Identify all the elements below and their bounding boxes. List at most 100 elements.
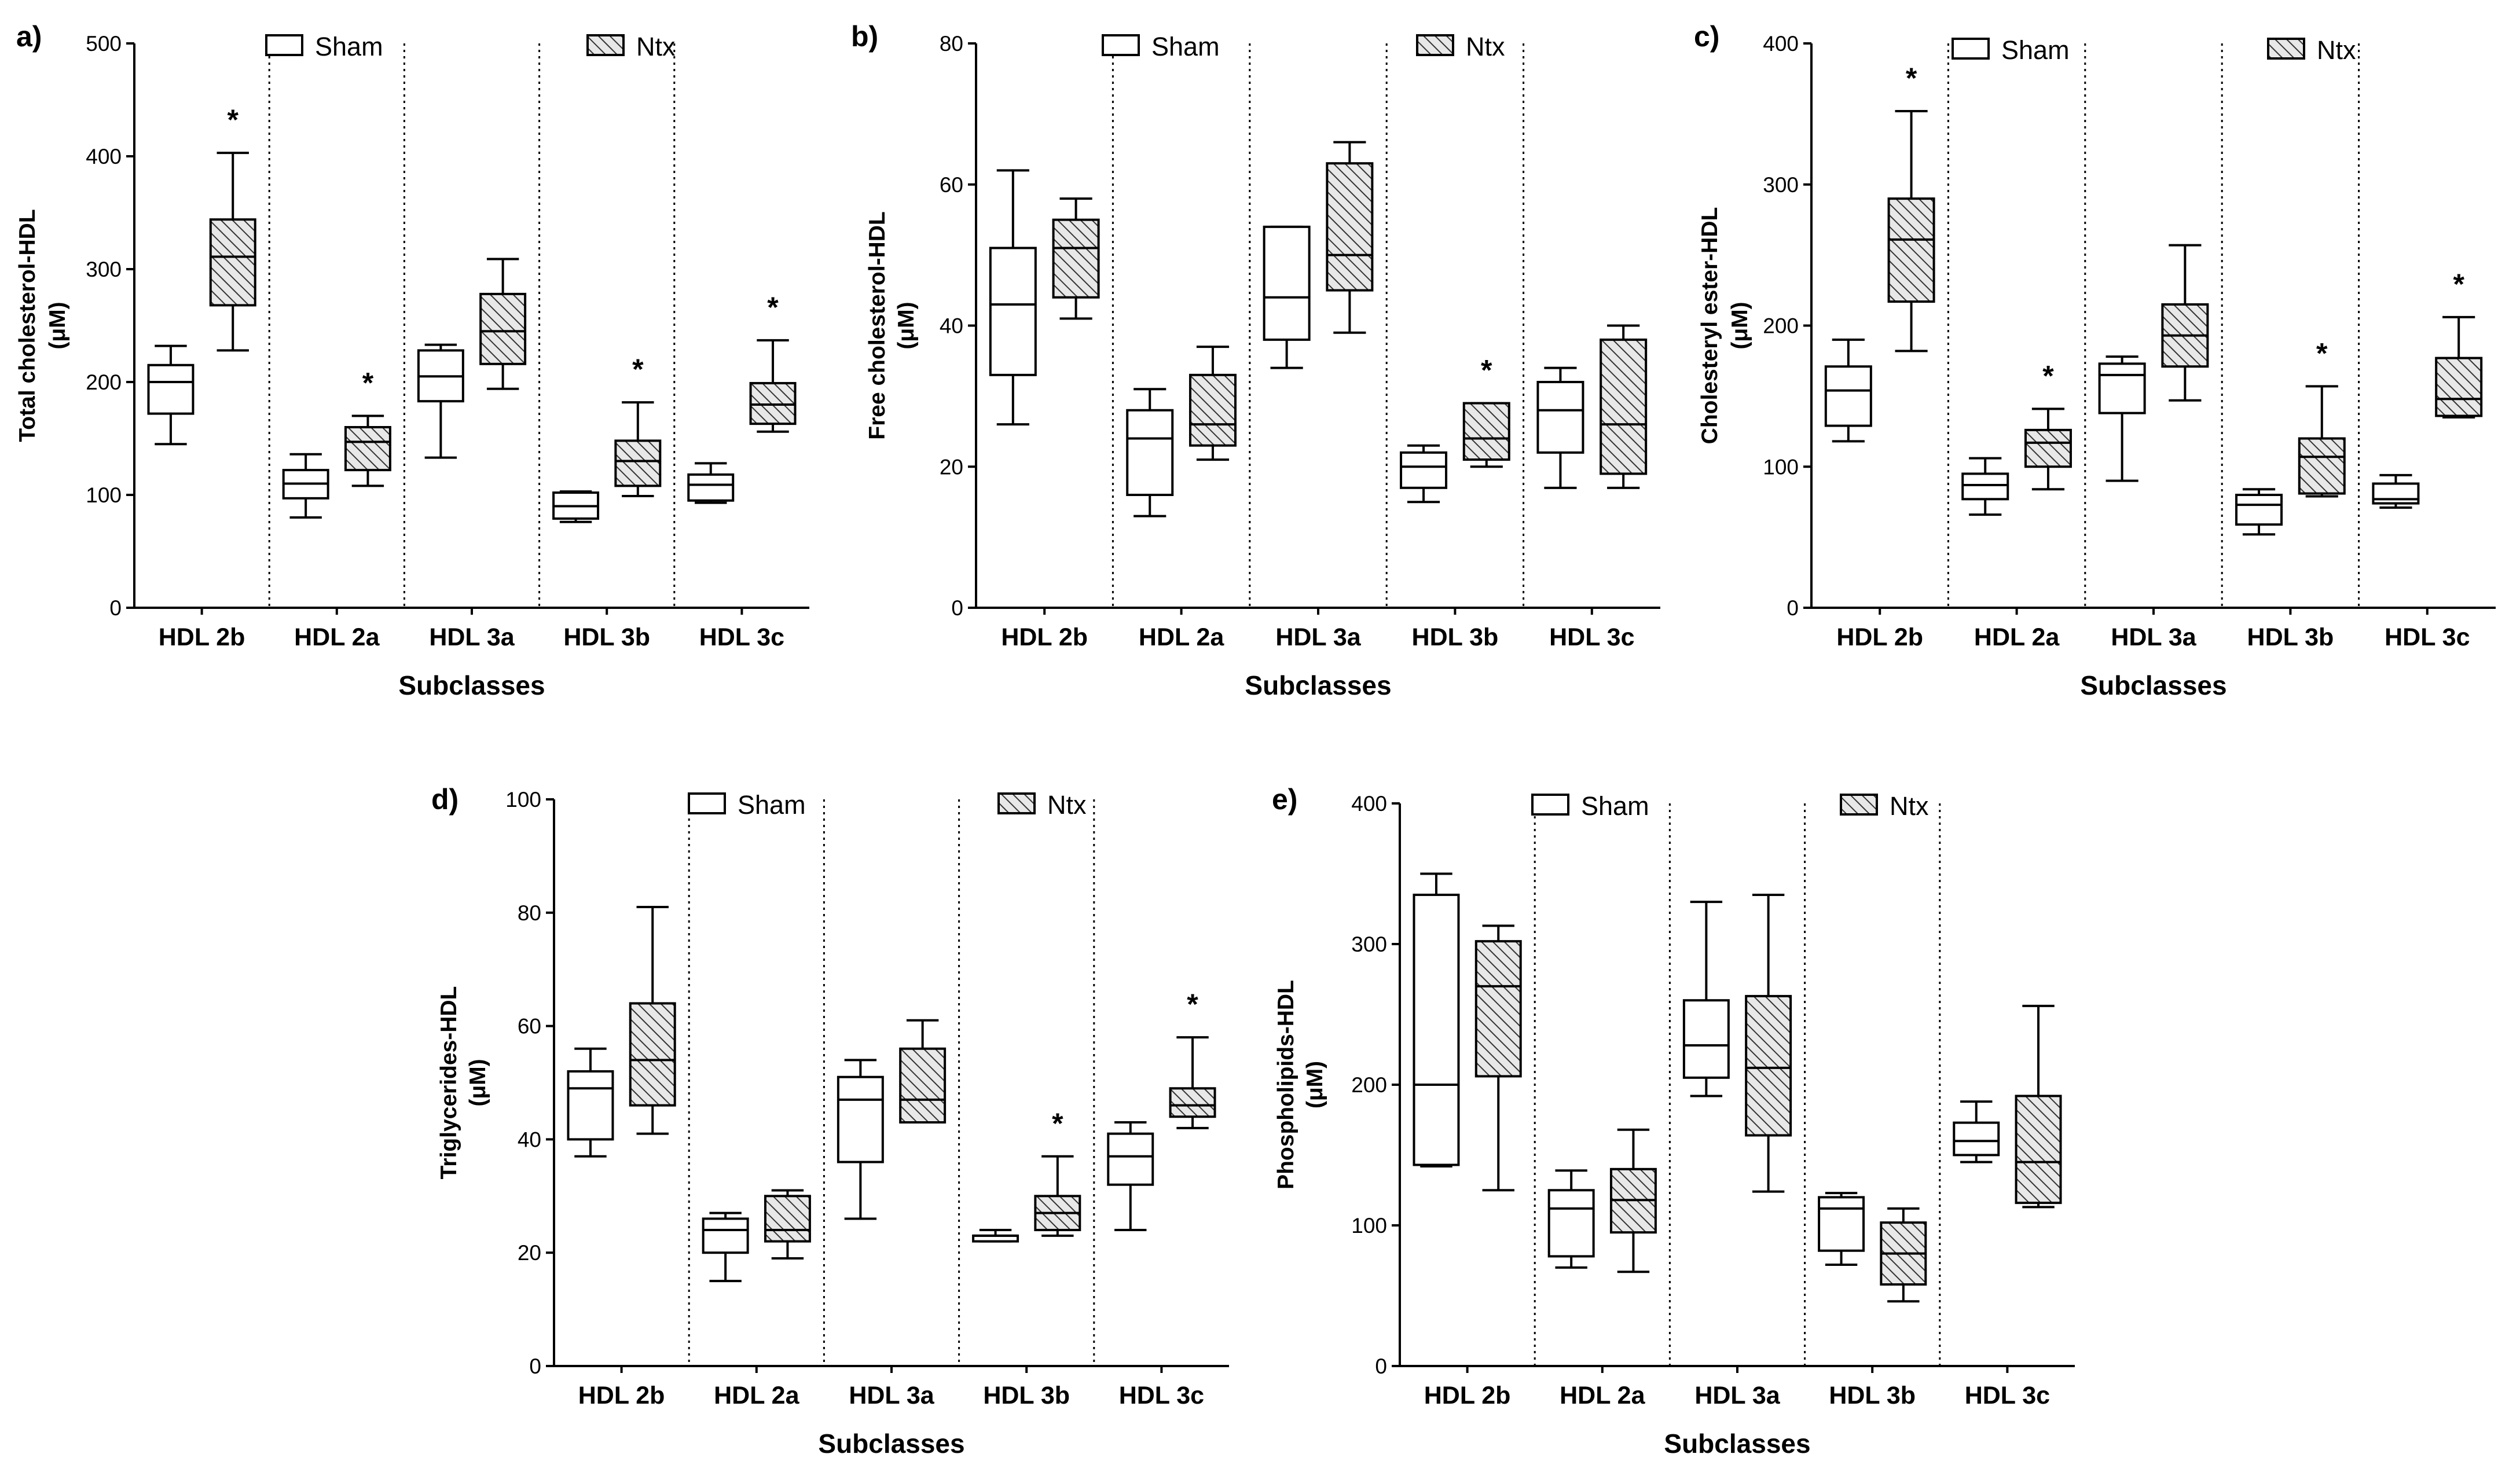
box-plot [1263, 225, 1311, 369]
box-sham [1400, 451, 1448, 489]
box-plot [1536, 366, 1584, 489]
legend-label-sham: Sham [2001, 35, 2070, 65]
y-tick-label: 0 [529, 1354, 541, 1378]
box-sham [1547, 1189, 1595, 1258]
box-plot [1326, 141, 1374, 334]
chart-panel: e) 0 100 200 300 400 HDL 2b HDL 2a HDL 3a HDL 3b H… [1272, 783, 2075, 1459]
legend-swatch-sham [1102, 34, 1140, 56]
y-tick-label: 500 [86, 32, 122, 56]
significance-star: * [1481, 354, 1492, 387]
y-axis-unit-label: (μM) [1303, 1061, 1327, 1108]
legend-swatch-sham [1531, 794, 1569, 816]
x-tick-label: HDL 2a [1974, 623, 2060, 651]
panel-letter: d) [431, 783, 458, 816]
significance-star: * [2042, 359, 2054, 392]
box-plot [702, 1211, 749, 1283]
box-plot [972, 1229, 1019, 1243]
legend-swatch-ntx [1840, 794, 1878, 816]
box-sham [1818, 1196, 1865, 1252]
box-plot [837, 1059, 884, 1220]
box-sham [989, 247, 1037, 376]
y-axis-unit-label: (μM) [465, 1059, 490, 1106]
box-plot [1609, 1128, 1657, 1273]
y-tick-label: 300 [1763, 173, 1799, 197]
significance-star: * [362, 367, 374, 399]
box-ntx [1189, 373, 1237, 447]
y-tick-label: 300 [86, 258, 122, 281]
y-tick-label: 60 [518, 1015, 541, 1038]
box-ntx [614, 439, 662, 487]
y-tick-label: 0 [1375, 1354, 1387, 1378]
y-tick-label: 100 [505, 788, 541, 812]
x-tick-label: HDL 3c [2385, 623, 2470, 651]
legend-label-sham: Sham [1151, 32, 1220, 61]
box-plot [2161, 244, 2209, 402]
box-plot: * [209, 104, 256, 352]
box-ntx [1474, 940, 1522, 1078]
box-plot [764, 1189, 811, 1260]
box-ntx [344, 426, 391, 472]
x-tick-label: HDL 2b [159, 623, 245, 651]
panel-letter: c) [1694, 20, 1719, 53]
legend-label-sham: Sham [315, 32, 383, 61]
panel-letter: a) [16, 20, 42, 53]
box-plot [687, 462, 735, 504]
x-tick-label: HDL 3b [563, 623, 650, 651]
significance-star: * [1906, 62, 1917, 94]
box-sham [1953, 1121, 2000, 1156]
box-plot: * [614, 353, 662, 497]
box-ntx [764, 1195, 811, 1243]
box-plot [1052, 197, 1100, 320]
legend: Sham Ntx [688, 790, 1087, 820]
box-plot: * [1034, 1107, 1081, 1237]
y-axis-label: Triglycerides-HDL [436, 986, 461, 1180]
x-tick-label: HDL 3c [1965, 1382, 2050, 1409]
y-tick-label: 100 [86, 483, 122, 507]
y-axis-unit-label: (μM) [45, 302, 70, 349]
legend-label-ntx: Ntx [636, 32, 676, 61]
box-ntx [1600, 338, 1648, 475]
significance-star: * [228, 104, 239, 136]
box-sham [1961, 472, 2009, 501]
box-plot [1682, 901, 1730, 1097]
y-tick-label: 0 [109, 596, 122, 620]
y-tick-label: 40 [940, 314, 963, 338]
y-tick-label: 200 [1351, 1073, 1387, 1097]
chart-panel: b) 0 20 40 60 80 HDL 2b HDL 2a HDL 3a HDL 3b HDL 3… [851, 20, 1660, 700]
y-tick-label: 100 [1351, 1214, 1387, 1238]
y-tick-label: 400 [1351, 792, 1387, 816]
y-tick-label: 20 [518, 1241, 541, 1265]
y-tick-label: 20 [940, 455, 963, 479]
box-plot [147, 344, 195, 446]
panel-letter: e) [1272, 783, 1297, 816]
legend-label-sham: Sham [1581, 791, 1649, 821]
x-tick-label: HDL 2a [1139, 623, 1224, 651]
x-tick-label: HDL 3c [1119, 1382, 1204, 1409]
box-plot [1474, 924, 1522, 1192]
x-tick-label: HDL 3a [2111, 623, 2196, 651]
x-axis-label: Subclasses [398, 670, 545, 700]
box-plot: * [2298, 337, 2346, 498]
x-tick-label: HDL 3a [849, 1382, 934, 1409]
box-plot [417, 343, 464, 459]
box-sham [687, 473, 735, 502]
legend-swatch-sham [1952, 38, 1990, 60]
y-tick-label: 0 [951, 596, 963, 620]
significance-star: * [2316, 337, 2328, 369]
box-ntx [2024, 428, 2072, 468]
box-plot [1547, 1169, 1595, 1269]
box-plot [1107, 1121, 1154, 1232]
box-ntx [1326, 162, 1374, 292]
box-plot [2015, 1004, 2062, 1209]
box-sham [2098, 362, 2146, 414]
box-plot [282, 453, 329, 519]
box-plot [1953, 1100, 2000, 1163]
box-plot [1824, 338, 1872, 443]
box-plot [479, 258, 527, 390]
y-tick-label: 80 [518, 901, 541, 925]
box-ntx [1462, 402, 1510, 461]
x-tick-label: HDL 3a [429, 623, 515, 651]
y-axis-label: Free cholesterol-HDL [865, 211, 890, 439]
chart-panel: d) 0 20 40 60 80 100 HDL 2b HDL 2a HDL 3a HDL 3b HD… [431, 783, 1229, 1459]
